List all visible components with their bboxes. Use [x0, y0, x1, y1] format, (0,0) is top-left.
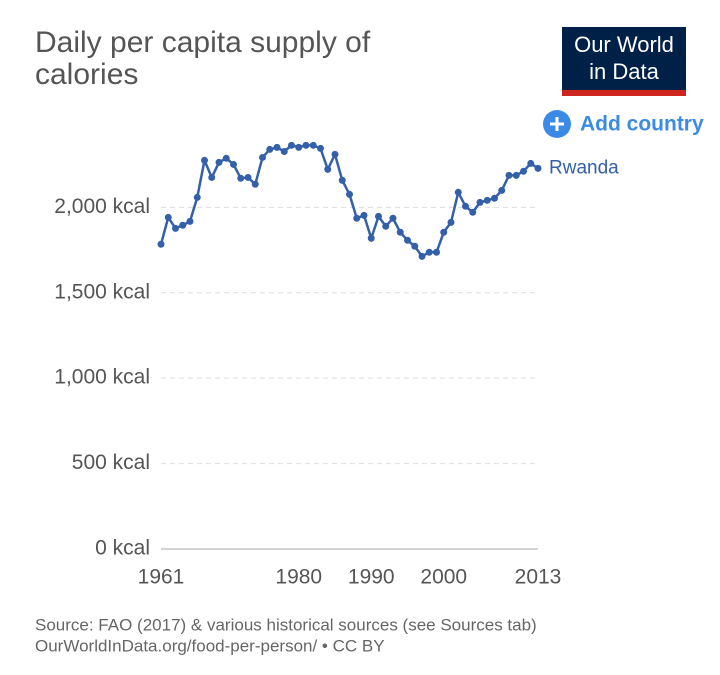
add-country-label[interactable]: Add country: [580, 113, 704, 136]
data-point: [186, 217, 194, 225]
data-point: [396, 228, 404, 236]
chart-title: Daily per capita supply of: [35, 26, 371, 59]
data-point: [266, 145, 274, 153]
y-tick-label: 500 kcal: [72, 451, 150, 474]
data-point: [302, 141, 310, 149]
data-point: [215, 158, 223, 166]
logo-box[interactable]: [562, 27, 686, 90]
logo-text: in Data: [589, 59, 659, 84]
data-point: [462, 202, 469, 210]
data-point: [230, 160, 237, 168]
data-point: [346, 190, 353, 198]
series-label: Rwanda: [549, 157, 619, 178]
data-point: [498, 186, 506, 194]
data-point: [512, 171, 520, 179]
data-point: [331, 150, 339, 158]
data-point: [418, 252, 426, 260]
data-point: [447, 218, 455, 226]
data-point: [469, 208, 477, 216]
data-point: [382, 222, 390, 230]
data-point: [367, 234, 375, 242]
data-point: [425, 248, 433, 256]
data-point: [317, 144, 324, 152]
data-point: [360, 211, 368, 219]
data-point: [440, 228, 448, 236]
logo-text: Our World: [574, 32, 674, 57]
y-tick-label: 2,000 kcal: [54, 195, 150, 218]
data-point: [222, 154, 230, 162]
data-point: [237, 174, 245, 182]
data-point: [324, 165, 332, 173]
data-point: [375, 212, 382, 220]
x-tick-label: 2013: [515, 566, 562, 589]
source: OurWorldInData.org/food-per-person/ • CC…: [35, 636, 385, 655]
data-point: [389, 214, 397, 222]
data-point: [476, 198, 484, 206]
data-point: [201, 156, 208, 164]
data-point: [309, 141, 317, 149]
data-point: [520, 167, 527, 175]
data-point: [259, 153, 266, 161]
data-point: [295, 143, 303, 151]
y-tick-label: 1,500 kcal: [54, 280, 150, 303]
y-tick-label: 1,000 kcal: [54, 366, 150, 389]
x-tick-label: 1990: [348, 566, 395, 589]
data-point: [527, 159, 535, 167]
source: Source: FAO (2017) & various historical …: [35, 615, 537, 634]
x-tick-label: 1961: [138, 566, 185, 589]
data-point: [411, 242, 419, 250]
data-point: [353, 214, 361, 222]
data-point: [288, 141, 295, 149]
data-point: [193, 193, 201, 201]
data-point: [251, 180, 259, 188]
chart-title: calories: [35, 58, 138, 91]
data-point: [534, 164, 542, 172]
add-country-button[interactable]: Add country: [543, 110, 704, 138]
data-point: [491, 194, 498, 202]
data-point: [454, 188, 462, 196]
data-point: [172, 224, 179, 232]
data-point: [157, 240, 165, 248]
data-point: [483, 196, 491, 204]
y-tick-label: 0 kcal: [95, 537, 150, 560]
data-point: [505, 171, 513, 179]
data-point: [280, 147, 288, 155]
data-point: [208, 173, 216, 181]
x-tick-label: 1980: [275, 566, 322, 589]
logo-bar: [562, 90, 686, 96]
data-point: [433, 248, 440, 256]
data-point: [338, 176, 346, 184]
data-point: [273, 143, 281, 151]
data-point: [164, 213, 172, 221]
data-point: [244, 173, 252, 181]
data-point: [404, 236, 411, 244]
add-icon-plus: [550, 117, 564, 131]
x-tick-label: 2000: [420, 566, 467, 589]
data-point: [179, 221, 187, 229]
